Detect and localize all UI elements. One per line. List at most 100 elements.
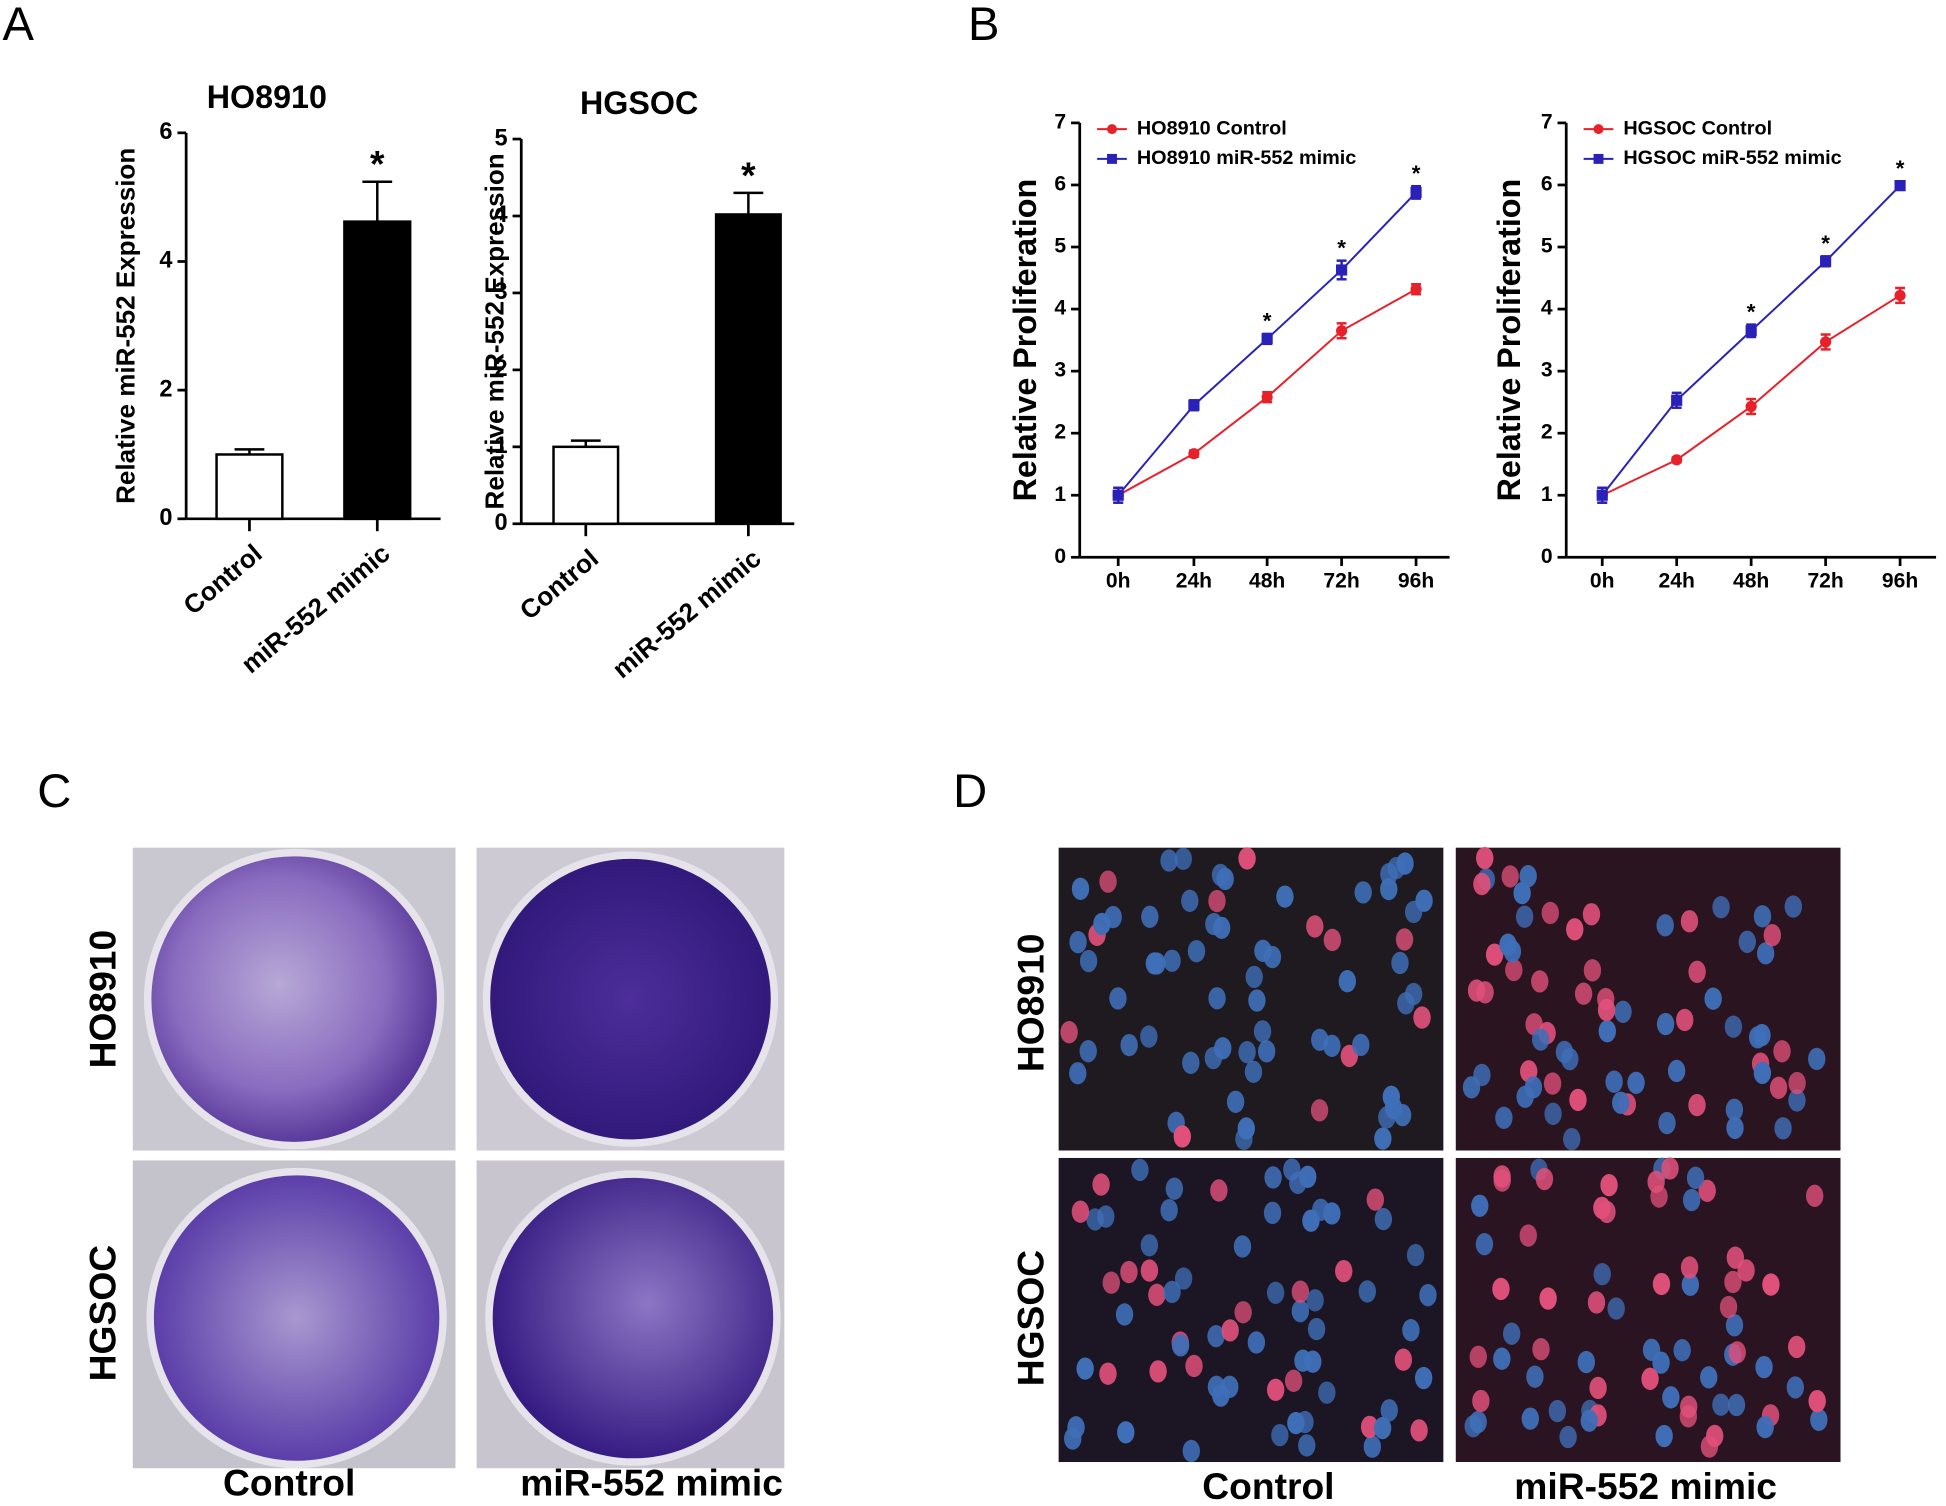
- cell: [1485, 943, 1504, 966]
- chart-title: HO8910: [207, 79, 327, 115]
- y-tick-label: 7: [1541, 110, 1553, 133]
- cell: [1358, 1280, 1377, 1303]
- cell: [1756, 1415, 1774, 1439]
- chart-title: HGSOC: [580, 85, 698, 121]
- bar: [714, 213, 782, 526]
- cell: [1079, 949, 1098, 973]
- cell: [1238, 847, 1256, 870]
- cell: [1753, 1023, 1771, 1047]
- cell: [1238, 1040, 1256, 1064]
- cell: [1163, 1280, 1181, 1304]
- cell: [1374, 1127, 1392, 1150]
- cell: [1566, 918, 1584, 941]
- cell: [1531, 970, 1549, 993]
- cell: [1808, 1389, 1826, 1413]
- column-label: miR-552 mimic: [520, 1461, 783, 1503]
- cell: [1574, 982, 1593, 1005]
- cell: [1773, 1040, 1791, 1063]
- cell: [1688, 960, 1706, 983]
- x-tick-label: Control: [177, 538, 267, 620]
- cell: [1667, 1059, 1686, 1083]
- cell: [1755, 1355, 1773, 1379]
- cell: [1378, 1106, 1396, 1129]
- row-label: HGSOC: [1010, 1250, 1052, 1386]
- y-tick-label: 3: [494, 278, 507, 304]
- point: [1745, 325, 1757, 337]
- cell: [1472, 1389, 1490, 1413]
- plate: [485, 1170, 781, 1466]
- cell: [1145, 952, 1164, 975]
- cell: [1539, 1287, 1557, 1310]
- cell: [1806, 1184, 1824, 1208]
- cell: [1174, 1267, 1193, 1290]
- cell: [1069, 1062, 1087, 1085]
- y-tick-label: 1: [1054, 483, 1066, 506]
- cell: [1140, 1025, 1158, 1048]
- cell: [1221, 1319, 1239, 1342]
- cell: [1211, 863, 1230, 887]
- column-label: miR-552 mimic: [1514, 1465, 1777, 1506]
- y-tick-label: 0: [1054, 545, 1066, 568]
- cell: [1544, 1102, 1562, 1126]
- row-label: HGSOC: [81, 1245, 123, 1381]
- x-tick-label: 0h: [1106, 570, 1131, 593]
- cell: [1524, 1076, 1543, 1099]
- cell: [1071, 877, 1090, 901]
- cell: [1753, 905, 1772, 928]
- cell: [1784, 895, 1802, 918]
- cell: [1276, 885, 1294, 908]
- cell: [1060, 1020, 1078, 1044]
- cell: [1569, 1088, 1587, 1112]
- point: [1336, 325, 1348, 337]
- point: [1188, 448, 1200, 460]
- cell: [1284, 1369, 1303, 1393]
- point: [1596, 489, 1608, 501]
- column-label: Control: [1202, 1465, 1334, 1506]
- cell: [1380, 877, 1398, 901]
- legend-label: HO8910 miR-552 mimic: [1137, 147, 1357, 169]
- cell: [1394, 1348, 1413, 1371]
- cell: [1532, 1337, 1550, 1361]
- cell: [1253, 1020, 1272, 1043]
- cell: [1469, 1410, 1487, 1434]
- cell: [1655, 1424, 1673, 1448]
- cell: [1323, 1034, 1341, 1057]
- cell: [1724, 1270, 1742, 1294]
- point: [1894, 179, 1906, 192]
- cell: [1473, 1063, 1491, 1087]
- column-label: Control: [223, 1461, 355, 1503]
- significance-mark: *: [1896, 156, 1905, 181]
- cell: [1501, 865, 1519, 888]
- cell: [1712, 896, 1730, 919]
- y-axis-label: Relative miR-552 Expression: [479, 153, 509, 509]
- cell: [1756, 942, 1775, 965]
- cell: [1410, 1419, 1428, 1442]
- cell: [1700, 1366, 1718, 1389]
- cell: [1662, 1386, 1680, 1409]
- cell: [1097, 1205, 1115, 1228]
- cell: [1171, 1334, 1190, 1357]
- cell: [1226, 1090, 1245, 1113]
- cell: [1069, 931, 1087, 954]
- cell: [1541, 901, 1559, 925]
- cell: [1505, 958, 1523, 982]
- point: [1894, 289, 1906, 302]
- cell: [1318, 1381, 1336, 1404]
- cell: [1597, 987, 1615, 1011]
- cell: [1561, 1047, 1579, 1071]
- cell: [1493, 1169, 1511, 1192]
- significance-mark: *: [1263, 309, 1272, 334]
- cell: [1563, 1127, 1581, 1151]
- cell: [1160, 849, 1178, 872]
- cell: [1248, 989, 1266, 1012]
- cell: [1299, 1165, 1317, 1188]
- cell: [1647, 1170, 1665, 1194]
- cell: [1244, 1060, 1263, 1084]
- cell: [1686, 1166, 1705, 1190]
- cell: [1404, 982, 1423, 1006]
- cell: [1131, 1158, 1149, 1182]
- cell: [1738, 930, 1756, 953]
- cell: [1307, 1317, 1326, 1341]
- cell: [1656, 914, 1674, 937]
- cell: [1071, 1200, 1090, 1223]
